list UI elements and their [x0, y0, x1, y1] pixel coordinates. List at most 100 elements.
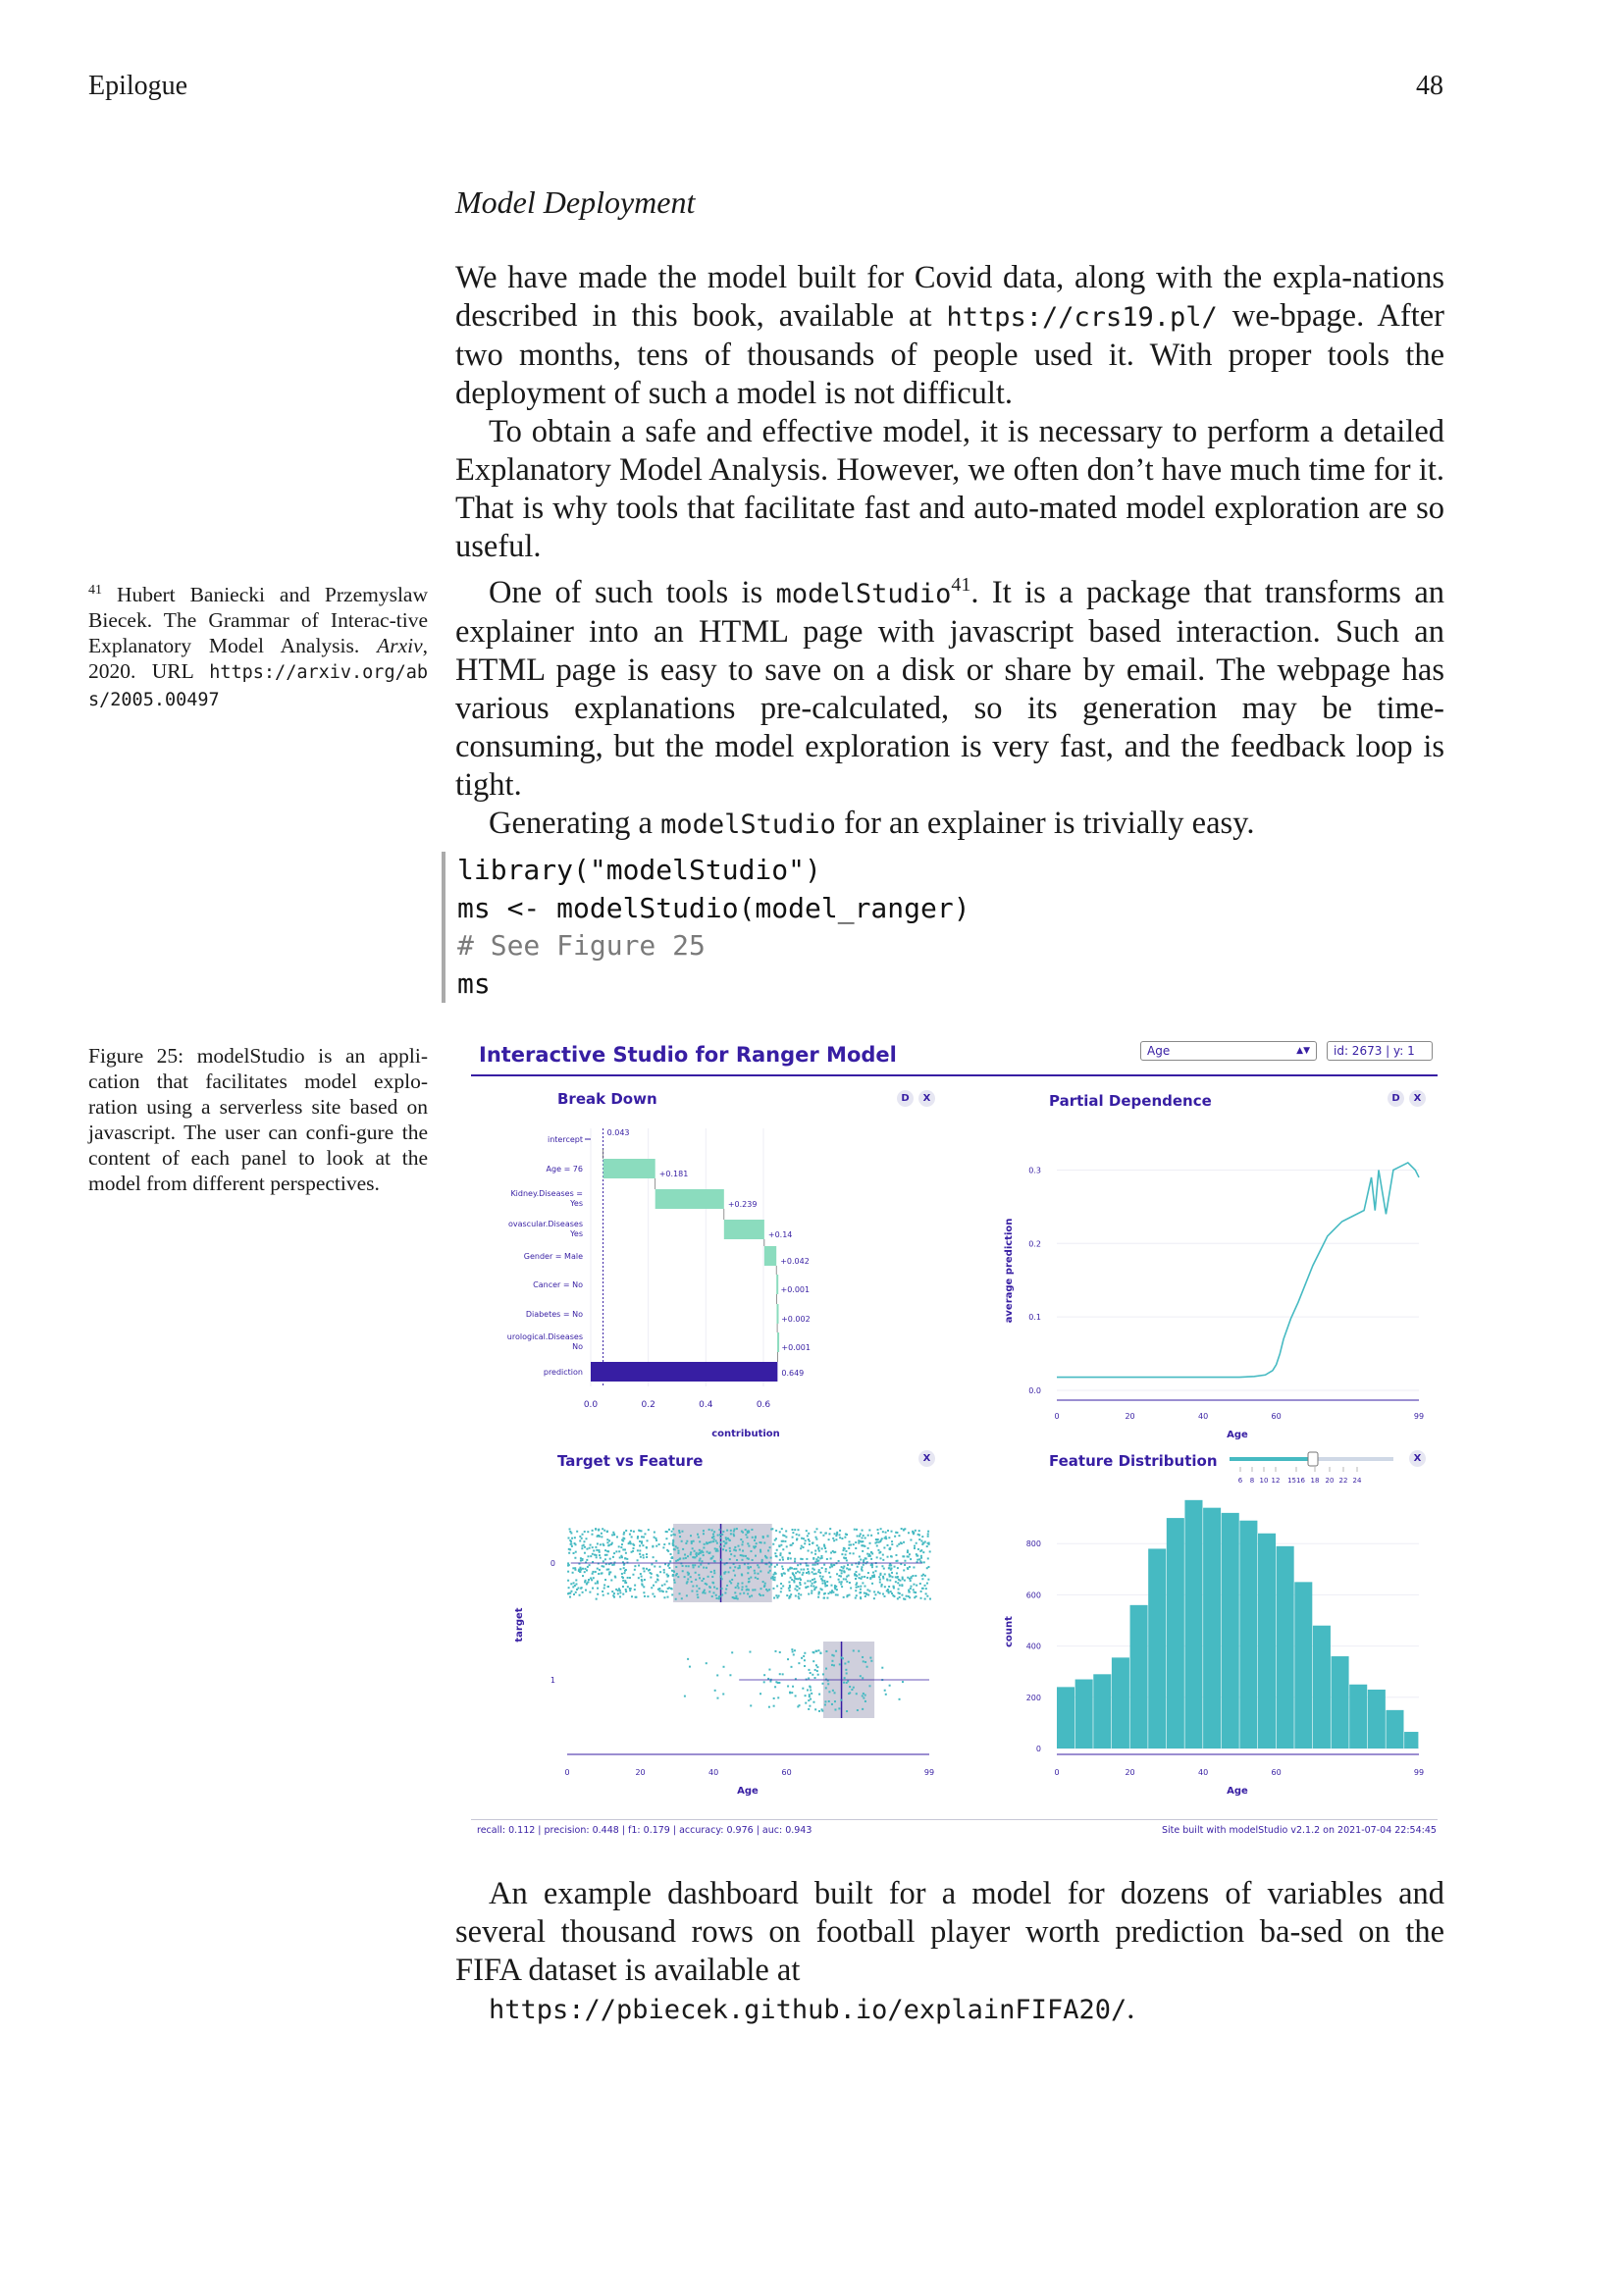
scatter-point: [832, 1537, 835, 1539]
scatter-point: [808, 1696, 811, 1698]
scatter-point: [919, 1590, 922, 1592]
scatter-point: [830, 1551, 833, 1554]
y-tick-label: 0: [1036, 1745, 1041, 1753]
scatter-point: [742, 1549, 745, 1552]
breakdown-bar: [602, 1159, 655, 1178]
scatter-point: [783, 1535, 786, 1538]
scatter-point: [811, 1692, 813, 1695]
variable-select[interactable]: Age ▲▼: [1140, 1041, 1317, 1061]
scatter-point: [914, 1596, 917, 1599]
crs19-url[interactable]: https://crs19.pl/: [946, 302, 1218, 333]
scatter-point: [870, 1551, 873, 1554]
scatter-point: [705, 1662, 707, 1665]
scatter-point: [812, 1585, 815, 1588]
scatter-point: [770, 1577, 773, 1580]
observation-select[interactable]: id: 2673 | y: 1: [1327, 1041, 1433, 1061]
scatter-point: [655, 1578, 658, 1581]
scatter-point: [583, 1551, 586, 1554]
scatter-point: [798, 1571, 801, 1574]
scatter-point: [817, 1649, 820, 1652]
scatter-point: [879, 1572, 882, 1575]
scatter-point: [611, 1563, 614, 1566]
scatter-point: [866, 1576, 869, 1579]
scatter-point: [797, 1564, 800, 1567]
scatter-point: [586, 1547, 589, 1550]
scatter-point: [683, 1695, 686, 1697]
scatter-point: [588, 1546, 591, 1549]
scatter-point: [684, 1556, 687, 1559]
scatter-point: [873, 1591, 876, 1593]
scatter-point: [811, 1571, 813, 1574]
scatter-point: [766, 1590, 769, 1592]
fifa-dashboard-link[interactable]: https://pbiecek.github.io/explainFIFA20/: [489, 1995, 1127, 2025]
scatter-point: [802, 1571, 805, 1574]
scatter-point: [607, 1568, 610, 1571]
pd-d-button[interactable]: D: [1388, 1090, 1404, 1107]
scatter-point: [812, 1660, 815, 1663]
scatter-point: [926, 1533, 929, 1536]
scatter-point: [735, 1594, 738, 1597]
scatter-point: [668, 1587, 671, 1590]
breakdown-d-button[interactable]: D: [897, 1090, 914, 1107]
paragraph-3: One of such tools is modelStudio41. It i…: [455, 574, 1444, 803]
scatter-point: [867, 1593, 870, 1596]
footer-divider: [471, 1819, 1438, 1820]
fd-close-button[interactable]: X: [1409, 1450, 1426, 1467]
scatter-point: [774, 1554, 777, 1557]
pd-close-button[interactable]: X: [1409, 1090, 1426, 1107]
scatter-point: [628, 1533, 631, 1536]
scatter-point: [678, 1531, 681, 1534]
scatter-point: [584, 1579, 587, 1582]
scatter-point: [879, 1539, 882, 1541]
scatter-point: [916, 1554, 918, 1557]
scatter-point: [778, 1673, 781, 1676]
x-axis-label: Age: [1227, 1430, 1248, 1440]
footnote-url[interactable]: https://arxiv.org/abs/2005.00497: [88, 662, 428, 711]
scatter-point: [912, 1531, 915, 1534]
scatter-point: [820, 1554, 823, 1557]
scatter-point: [707, 1575, 709, 1578]
scatter-point: [591, 1529, 594, 1532]
scatter-point: [848, 1568, 851, 1571]
scatter-point: [886, 1529, 889, 1532]
x-tick-label: 0.0: [584, 1400, 599, 1410]
scatter-point: [801, 1656, 804, 1659]
scatter-point: [849, 1686, 852, 1689]
scatter-point: [665, 1531, 668, 1534]
scatter-point: [890, 1567, 893, 1570]
scatter-point: [826, 1596, 829, 1599]
scatter-point: [591, 1533, 594, 1536]
scatter-point: [592, 1570, 595, 1573]
scatter-point: [646, 1553, 649, 1556]
scatter-point: [707, 1541, 709, 1544]
tvf-close-button[interactable]: X: [918, 1450, 935, 1467]
scatter-point: [837, 1578, 840, 1581]
scatter-point: [698, 1565, 701, 1568]
scatter-point: [661, 1591, 664, 1593]
scatter-point: [685, 1594, 688, 1597]
scatter-point: [583, 1571, 586, 1574]
scatter-point: [903, 1555, 906, 1558]
scatter-point: [905, 1594, 908, 1597]
scatter-point: [722, 1693, 725, 1696]
scatter-point: [742, 1554, 745, 1557]
scatter-point: [600, 1532, 602, 1535]
scatter-point: [736, 1585, 739, 1588]
scatter-point: [570, 1544, 573, 1547]
scatter-point: [800, 1544, 803, 1547]
scatter-point: [797, 1595, 800, 1598]
scatter-point: [601, 1536, 603, 1539]
scatter-point: [808, 1592, 811, 1595]
scatter-point: [597, 1592, 600, 1595]
scatter-point: [642, 1556, 645, 1559]
scatter-point: [898, 1697, 901, 1700]
scatter-point: [831, 1653, 834, 1656]
scatter-point: [622, 1567, 625, 1570]
scatter-point: [771, 1528, 774, 1531]
scatter-point: [734, 1592, 737, 1594]
scatter-point: [567, 1587, 570, 1590]
scatter-point: [699, 1557, 702, 1560]
scatter-point: [835, 1589, 838, 1592]
footnote-ref[interactable]: 41: [951, 574, 971, 596]
breakdown-close-button[interactable]: X: [918, 1090, 935, 1107]
